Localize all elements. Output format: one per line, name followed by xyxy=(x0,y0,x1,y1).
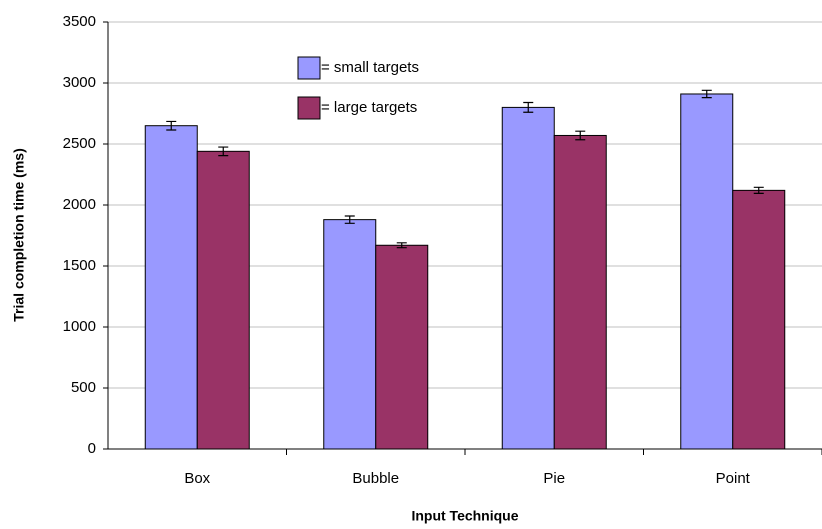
y-tick-label: 3000 xyxy=(63,74,96,91)
error-bar xyxy=(701,89,712,99)
y-tick-label: 0 xyxy=(88,440,96,457)
bar xyxy=(323,219,377,450)
x-tick-label: Bubble xyxy=(352,470,399,487)
error-bar xyxy=(575,130,586,141)
y-tick-label: 3500 xyxy=(63,13,96,30)
legend-swatch xyxy=(297,56,321,80)
bar xyxy=(732,189,786,450)
x-tick-label: Point xyxy=(716,470,751,487)
error-bar xyxy=(218,146,229,157)
error-bar xyxy=(396,242,407,249)
bar xyxy=(553,134,607,450)
y-tick-label: 1500 xyxy=(63,257,96,274)
bar xyxy=(144,125,198,450)
error-bar xyxy=(166,120,177,131)
bar xyxy=(501,106,555,450)
x-tick-label: Box xyxy=(184,470,210,487)
bar xyxy=(375,244,429,450)
y-tick-label: 500 xyxy=(71,379,96,396)
legend-label: = small targets xyxy=(321,59,419,76)
legend-label: = large targets xyxy=(321,99,417,116)
x-axis-label: Input Technique xyxy=(411,508,518,524)
y-tick-label: 1000 xyxy=(63,318,96,335)
error-bar xyxy=(523,101,534,113)
error-bar xyxy=(344,215,355,224)
x-tick-label: Pie xyxy=(543,470,565,487)
y-tick-label: 2000 xyxy=(63,196,96,213)
bar xyxy=(680,93,734,450)
legend-swatch xyxy=(297,96,321,120)
y-axis-label: Trial completion time (ms) xyxy=(11,148,27,321)
bar xyxy=(196,150,250,450)
y-tick-label: 2500 xyxy=(63,135,96,152)
error-bar xyxy=(753,186,764,195)
